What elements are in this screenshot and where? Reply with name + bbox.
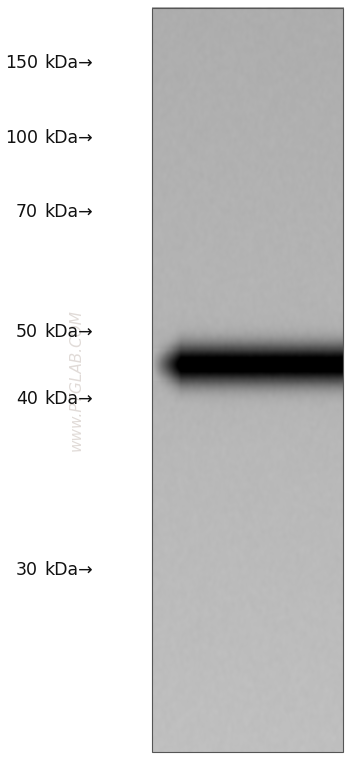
Text: 50: 50 (16, 322, 38, 340)
Text: kDa→: kDa→ (45, 55, 93, 72)
Text: 70: 70 (16, 204, 38, 221)
Text: kDa→: kDa→ (45, 204, 93, 221)
Text: 30: 30 (16, 561, 38, 579)
Text: 100: 100 (5, 129, 38, 147)
Text: kDa→: kDa→ (45, 561, 93, 579)
Text: www.PTGLAB.COM: www.PTGLAB.COM (68, 309, 83, 451)
Text: kDa→: kDa→ (45, 129, 93, 147)
Text: 40: 40 (16, 390, 38, 407)
Text: 150: 150 (5, 55, 38, 72)
Bar (152, 8, 343, 752)
Text: kDa→: kDa→ (45, 322, 93, 340)
Text: kDa→: kDa→ (45, 390, 93, 407)
